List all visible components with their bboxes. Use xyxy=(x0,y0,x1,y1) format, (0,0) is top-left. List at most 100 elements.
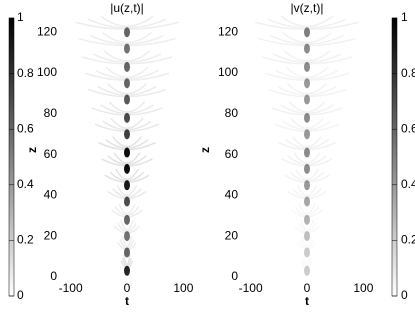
radiation-wing xyxy=(282,32,332,44)
colorbar xyxy=(391,17,398,297)
radiation-wing xyxy=(272,53,342,64)
pulse xyxy=(304,78,310,89)
y-tick-label: 20 xyxy=(44,228,58,242)
colorbar-tick-label: 0.8 xyxy=(17,66,34,80)
radiation-wing xyxy=(292,188,322,198)
pulse xyxy=(304,129,310,140)
pulse xyxy=(304,265,310,276)
radiation-wing xyxy=(278,141,336,151)
radiation-wing xyxy=(285,66,329,78)
radiation-wing xyxy=(107,83,147,95)
pulse xyxy=(304,147,310,158)
radiation-wing xyxy=(287,83,327,95)
x-axis-label: t xyxy=(305,294,309,308)
pulse xyxy=(304,43,310,54)
radiation-wing xyxy=(105,66,149,78)
y-axis-label: z xyxy=(198,147,212,153)
radiation-wing xyxy=(261,56,353,65)
x-tick-label: 100 xyxy=(353,281,373,295)
colorbar-tick-label: 1 xyxy=(17,10,24,24)
radiation-wing xyxy=(296,185,318,197)
radiation-wing xyxy=(287,155,327,166)
radiation-wing xyxy=(112,136,142,148)
radiation-wing xyxy=(275,69,339,80)
radiation-wing xyxy=(110,117,144,129)
chart-title: |v(z,t)| xyxy=(291,1,324,15)
pulse xyxy=(124,43,130,54)
radiation-wing xyxy=(108,101,146,113)
y-tick-label: 40 xyxy=(44,188,58,202)
radiation-wing xyxy=(290,117,324,129)
radiation-wing xyxy=(287,190,327,200)
pulse xyxy=(124,265,130,276)
y-tick-label: 100 xyxy=(218,65,238,79)
radiation-wing xyxy=(277,85,337,96)
y-tick-label: 80 xyxy=(44,106,58,120)
pulse xyxy=(124,147,130,158)
radiation-wing xyxy=(280,104,334,115)
x-tick-label: 0 xyxy=(124,281,131,295)
radiation-wing xyxy=(293,152,321,164)
pulse xyxy=(304,231,310,242)
pulse xyxy=(124,112,130,123)
pulse xyxy=(124,61,130,72)
colorbar-tick-label: 0.4 xyxy=(17,177,34,191)
chart-title: |u(z,t)| xyxy=(110,1,144,15)
pulse xyxy=(124,78,130,89)
pulse xyxy=(124,247,130,258)
radiation-wing xyxy=(270,34,344,45)
pulse xyxy=(304,163,310,174)
radiation-wing xyxy=(274,123,340,132)
y-tick-label: 0 xyxy=(50,269,57,283)
y-tick-label: 20 xyxy=(225,228,239,242)
radiation-wing xyxy=(284,174,330,183)
colorbar-tick-label: 0 xyxy=(17,288,24,302)
pulse xyxy=(124,129,130,140)
colorbar xyxy=(8,17,15,297)
radiation-wing xyxy=(116,185,138,197)
pulse xyxy=(124,163,130,174)
pulse xyxy=(304,61,310,72)
heatmap xyxy=(254,15,360,276)
y-tick-label: 40 xyxy=(225,188,239,202)
pulse xyxy=(304,27,310,38)
colorbar-tick-label: 1 xyxy=(401,10,408,24)
radiation-wing xyxy=(271,107,343,116)
radiation-wing xyxy=(121,236,133,248)
radiation-wing xyxy=(103,50,151,62)
radiation-wing xyxy=(118,203,136,215)
x-tick-label: -100 xyxy=(59,281,83,295)
colorbar-tick-label: 0 xyxy=(401,288,408,302)
y-tick-label: 120 xyxy=(218,24,238,38)
pulse xyxy=(124,180,130,191)
colorbar-tick-label: 0.6 xyxy=(401,121,415,135)
y-tick-label: 60 xyxy=(44,147,58,161)
radiation-wing xyxy=(288,101,326,113)
y-tick-label: 60 xyxy=(225,147,239,161)
radiation-wing xyxy=(267,88,347,98)
radiation-wing xyxy=(264,72,350,81)
x-axis-label: t xyxy=(125,294,129,308)
pulse xyxy=(304,247,310,258)
colorbar-tick-label: 0.8 xyxy=(401,66,415,80)
y-tick-label: 100 xyxy=(37,65,57,79)
pulse xyxy=(304,112,310,123)
pulse xyxy=(124,94,130,105)
x-tick-label: 0 xyxy=(304,281,311,295)
radiation-wing xyxy=(120,219,134,231)
x-tick-label: -100 xyxy=(239,281,263,295)
radiation-wing xyxy=(280,15,334,28)
radiation-wing xyxy=(281,158,333,167)
y-tick-label: 0 xyxy=(231,269,238,283)
pulse xyxy=(304,94,310,105)
radiation-wing xyxy=(283,50,331,62)
pulse xyxy=(304,180,310,191)
pulse xyxy=(124,27,130,38)
colorbar-tick-label: 0.2 xyxy=(401,233,415,247)
radiation-wing xyxy=(292,136,322,148)
y-axis-label: z xyxy=(25,147,39,153)
pulse xyxy=(304,196,310,207)
colorbar-tick-label: 0.4 xyxy=(401,177,415,191)
y-tick-label: 80 xyxy=(225,106,239,120)
